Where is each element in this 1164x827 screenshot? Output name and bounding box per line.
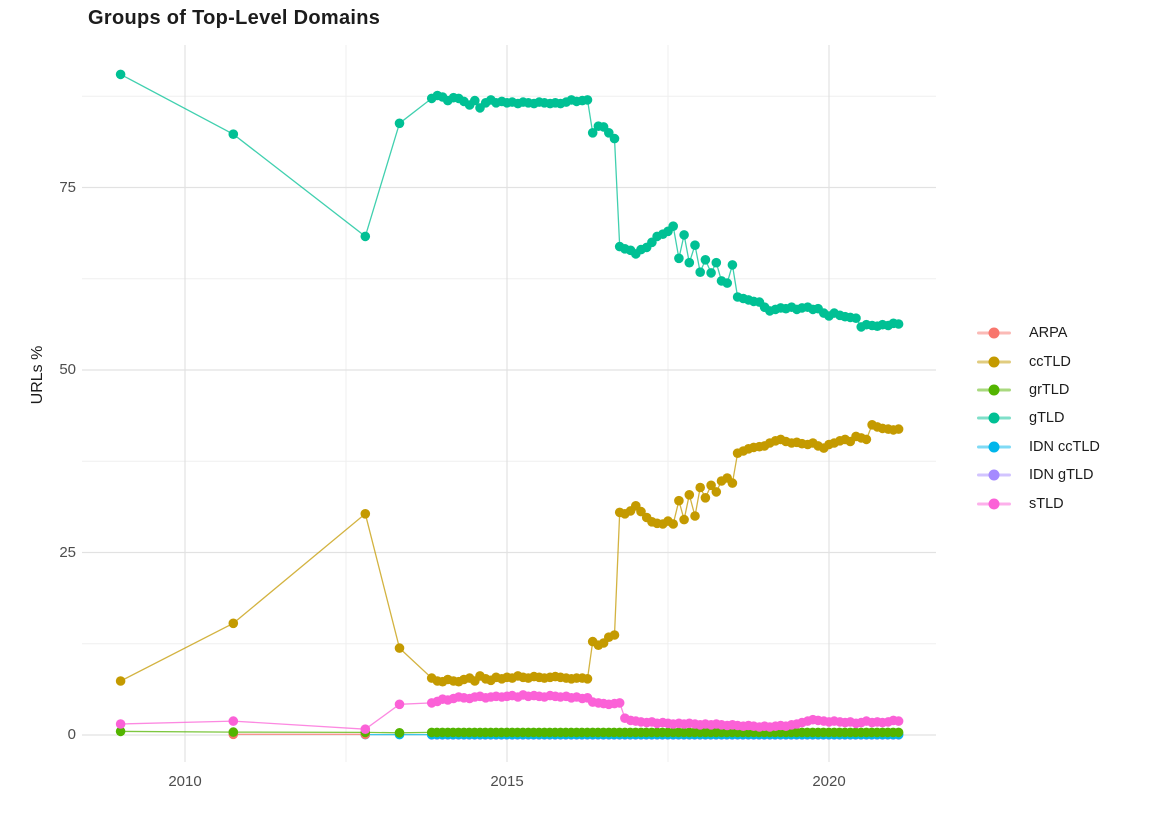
legend-key-icon	[977, 497, 1011, 510]
legend-key-icon	[977, 383, 1011, 396]
data-point	[614, 698, 625, 708]
data-point	[690, 240, 700, 250]
data-point	[711, 487, 722, 497]
legend-dot	[988, 384, 1000, 396]
data-point	[711, 257, 722, 268]
data-point	[115, 69, 126, 80]
data-point	[228, 727, 239, 737]
series-sTLD	[115, 690, 904, 734]
x-tick-label: 2010	[168, 773, 202, 790]
series-line	[120, 73, 899, 328]
legend-dot	[988, 412, 1000, 424]
data-point	[893, 319, 904, 329]
chart-title: Groups of Top-Level Domains	[88, 7, 381, 29]
legend-dot	[988, 498, 1000, 510]
data-point	[893, 716, 904, 726]
legend-dot	[988, 327, 1000, 339]
data-point	[674, 253, 684, 264]
data-point	[394, 118, 405, 129]
series-line	[120, 423, 899, 683]
legend-item-idn-cctld: IDN ccTLD	[977, 433, 1100, 461]
legend-item-stld: sTLD	[977, 489, 1100, 517]
legend-label: ARPA	[1029, 325, 1068, 342]
legend-label: ccTLD	[1029, 353, 1071, 370]
legend-key-icon	[977, 440, 1011, 453]
data-point	[706, 268, 716, 278]
y-tick-label: 75	[59, 178, 76, 196]
series-ARPA	[228, 729, 371, 740]
x-tick-label: 2020	[812, 773, 846, 790]
data-point	[727, 478, 738, 488]
data-point	[582, 674, 593, 684]
legend-key-icon	[977, 412, 1011, 425]
legend-dot	[988, 469, 1000, 481]
data-point	[470, 95, 480, 106]
data-point	[394, 699, 405, 710]
legend-label: sTLD	[1029, 495, 1064, 512]
legend-item-cctld: ccTLD	[977, 347, 1100, 375]
data-point	[115, 726, 126, 737]
data-point	[609, 630, 620, 640]
legend-label: gTLD	[1029, 410, 1065, 427]
data-point	[115, 676, 126, 686]
legend-key-icon	[977, 327, 1011, 340]
data-point	[695, 267, 705, 278]
legend: ARPA ccTLD grTLD gTLD IDN ccTLD IDN gTLD sTLD	[977, 319, 1100, 518]
data-point	[893, 424, 904, 434]
legend-item-grtld: grTLD	[977, 376, 1100, 404]
data-point	[684, 490, 695, 500]
data-point	[679, 514, 689, 525]
data-point	[394, 643, 405, 653]
data-point	[727, 260, 738, 270]
data-point	[722, 278, 732, 288]
series-gTLD	[115, 69, 904, 332]
data-point	[861, 434, 872, 445]
data-point	[668, 519, 678, 529]
data-point	[674, 495, 684, 506]
data-point	[360, 724, 371, 734]
legend-item-arpa: ARPA	[977, 319, 1100, 347]
y-tick-label: 0	[67, 726, 76, 743]
data-point	[700, 254, 711, 265]
data-point	[115, 719, 126, 729]
legend-label: IDN gTLD	[1029, 467, 1094, 484]
legend-dot	[988, 441, 1000, 453]
data-point	[228, 129, 239, 139]
y-tick-label: 50	[59, 361, 76, 378]
legend-label: IDN ccTLD	[1029, 438, 1100, 455]
data-point	[700, 493, 711, 503]
data-point	[684, 257, 695, 268]
data-point	[679, 230, 689, 240]
data-point	[587, 128, 598, 138]
data-point	[360, 509, 371, 519]
data-point	[695, 482, 705, 493]
legend-key-icon	[977, 355, 1011, 368]
data-point	[851, 313, 861, 324]
legend-key-icon	[977, 469, 1011, 482]
x-tick-label: 2015	[490, 773, 524, 790]
data-point	[706, 480, 716, 491]
data-point	[893, 727, 904, 738]
legend-label: grTLD	[1029, 381, 1070, 398]
data-point	[394, 728, 405, 738]
data-point	[228, 618, 239, 629]
y-tick-label: 25	[59, 543, 76, 561]
data-point	[228, 716, 239, 726]
data-point	[360, 231, 371, 242]
series-grTLD	[115, 726, 904, 738]
series-ccTLD	[115, 420, 904, 687]
legend-item-gtld: gTLD	[977, 404, 1100, 432]
data-point	[582, 95, 593, 105]
data-point	[636, 506, 646, 517]
data-point	[668, 221, 678, 231]
legend-dot	[988, 356, 1000, 368]
data-point	[690, 511, 700, 521]
data-point	[609, 133, 620, 144]
legend-item-idn-gtld: IDN gTLD	[977, 461, 1100, 489]
